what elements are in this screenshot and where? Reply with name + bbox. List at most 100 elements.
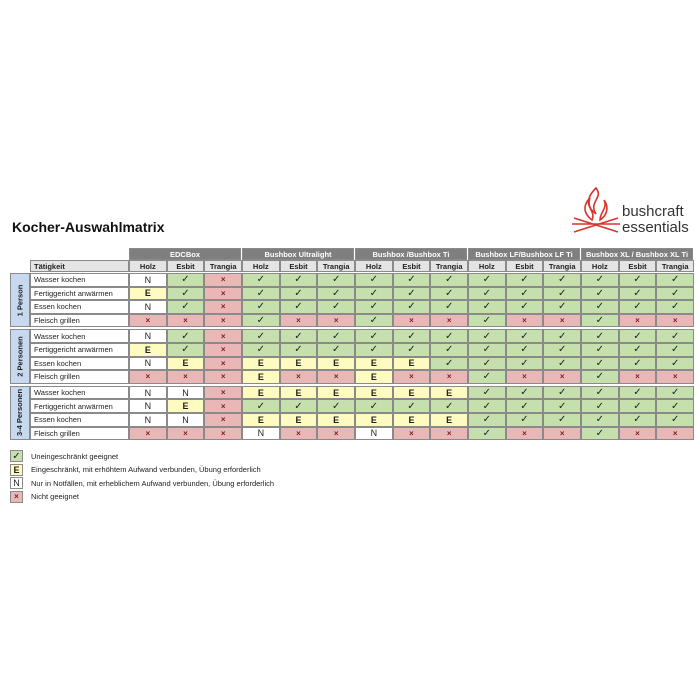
cell: ✓ (430, 399, 468, 413)
legend-symbol: × (10, 490, 23, 503)
cell: N (129, 413, 167, 427)
fuel-header: Trangia (430, 260, 468, 272)
cell: ✓ (505, 300, 544, 314)
cell: E (317, 356, 355, 371)
cell: × (656, 426, 694, 441)
cell: ✓ (543, 273, 581, 287)
cell: × (204, 370, 242, 384)
cell: N (129, 329, 167, 343)
cell: ✓ (581, 329, 619, 343)
fuel-header: Holz (242, 260, 280, 272)
cell: × (204, 426, 242, 441)
cell: × (317, 370, 355, 384)
group-header: Bushbox LF/Bushbox LF Ti (468, 248, 580, 260)
row-group-label: 3-4 Personen (10, 385, 30, 441)
cell: ✓ (505, 286, 544, 301)
cell: × (204, 343, 242, 357)
cell: ✓ (430, 273, 468, 287)
cell: N (242, 426, 280, 441)
cell: E (166, 356, 205, 371)
cell: N (129, 273, 167, 287)
cell: ✓ (430, 300, 468, 314)
cell: × (204, 273, 242, 287)
cell: ✓ (543, 300, 581, 314)
fuel-header: Holz (129, 260, 167, 272)
cell: ✓ (166, 300, 205, 314)
cell: ✓ (468, 413, 506, 427)
cell: ✓ (656, 385, 694, 400)
fuel-header: Esbit (618, 260, 657, 272)
cell: N (166, 385, 205, 400)
cell: ✓ (355, 286, 393, 301)
cell: ✓ (430, 356, 468, 371)
activity: Fertiggericht anwärmen (30, 286, 129, 301)
cell: × (204, 385, 242, 400)
legend-text: Eingeschränkt, mit erhöhtem Aufwand verb… (31, 465, 261, 474)
cell: ✓ (581, 286, 619, 301)
logo-text: bushcraft (622, 203, 684, 220)
cell: ✓ (317, 273, 355, 287)
group-header: Bushbox XL / Bushbox XL Ti (581, 248, 693, 260)
cell: ✓ (618, 399, 657, 413)
cell: ✓ (581, 399, 619, 413)
cell: E (355, 370, 393, 384)
group-header: Bushbox /Bushbox Ti (355, 248, 467, 260)
fuel-header: Trangia (656, 260, 694, 272)
cell: ✓ (618, 286, 657, 301)
cell: E (166, 399, 205, 413)
cell: E (129, 343, 167, 357)
cell: ✓ (581, 385, 619, 400)
cell: ✓ (355, 273, 393, 287)
cell: × (543, 313, 581, 328)
cell: N (129, 300, 167, 314)
cell: ✓ (468, 370, 506, 384)
cell: ✓ (279, 286, 318, 301)
cell: ✓ (618, 300, 657, 314)
cell: E (392, 413, 431, 427)
cell: ✓ (317, 329, 355, 343)
cell: ✓ (166, 343, 205, 357)
cell: × (618, 426, 657, 441)
cell: ✓ (392, 399, 431, 413)
legend-text: Nur in Notfällen, mit erheblichem Aufwan… (31, 478, 275, 488)
cell: E (355, 385, 393, 400)
cell: × (543, 370, 581, 384)
cell: ✓ (242, 313, 280, 328)
cell: × (129, 370, 167, 384)
cell: ✓ (242, 343, 280, 357)
cell: ✓ (656, 300, 694, 314)
row-group-text: 2 Personen (15, 336, 25, 377)
activity-header: Tätigkeit (30, 260, 129, 272)
cell: ✓ (392, 286, 431, 301)
cell: ✓ (505, 329, 544, 343)
activity: Essen kochen (30, 413, 129, 427)
legend-symbol: E (10, 463, 23, 476)
fuel-header: Holz (355, 260, 393, 272)
cell: ✓ (242, 286, 280, 301)
cell: ✓ (468, 385, 506, 400)
cell: ✓ (581, 413, 619, 427)
cell: ✓ (505, 399, 544, 413)
cell: × (166, 426, 205, 441)
cell: ✓ (355, 300, 393, 314)
activity: Essen kochen (30, 356, 129, 371)
row-group-label: 2 Personen (10, 329, 30, 384)
logo-icon (572, 186, 620, 233)
activity: Fleisch grillen (30, 370, 129, 384)
cell: × (505, 370, 544, 384)
cell: E (355, 356, 393, 371)
legend-text: Nicht geeignet (31, 492, 79, 501)
cell: ✓ (656, 286, 694, 301)
cell: ✓ (317, 343, 355, 357)
cell: × (656, 370, 694, 384)
cell: ✓ (618, 273, 657, 287)
cell: × (129, 426, 167, 441)
cell: ✓ (392, 273, 431, 287)
cell: ✓ (581, 343, 619, 357)
fuel-header: Esbit (279, 260, 318, 272)
cell: ✓ (242, 273, 280, 287)
fuel-header: Esbit (166, 260, 205, 272)
cell: ✓ (166, 329, 205, 343)
cell: × (317, 313, 355, 328)
activity: Fertiggericht anwärmen (30, 399, 129, 413)
